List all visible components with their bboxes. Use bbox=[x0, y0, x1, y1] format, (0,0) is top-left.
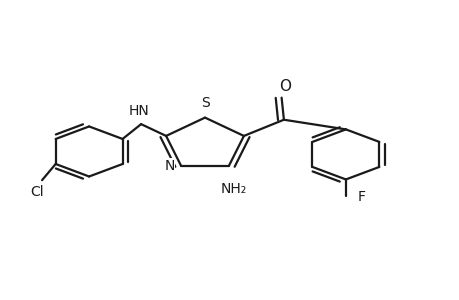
Text: O: O bbox=[279, 79, 291, 94]
Text: HN: HN bbox=[128, 104, 149, 118]
Text: N: N bbox=[164, 159, 174, 172]
Text: S: S bbox=[200, 96, 209, 110]
Text: F: F bbox=[357, 190, 364, 204]
Text: NH₂: NH₂ bbox=[220, 182, 246, 196]
Text: Cl: Cl bbox=[31, 184, 44, 199]
